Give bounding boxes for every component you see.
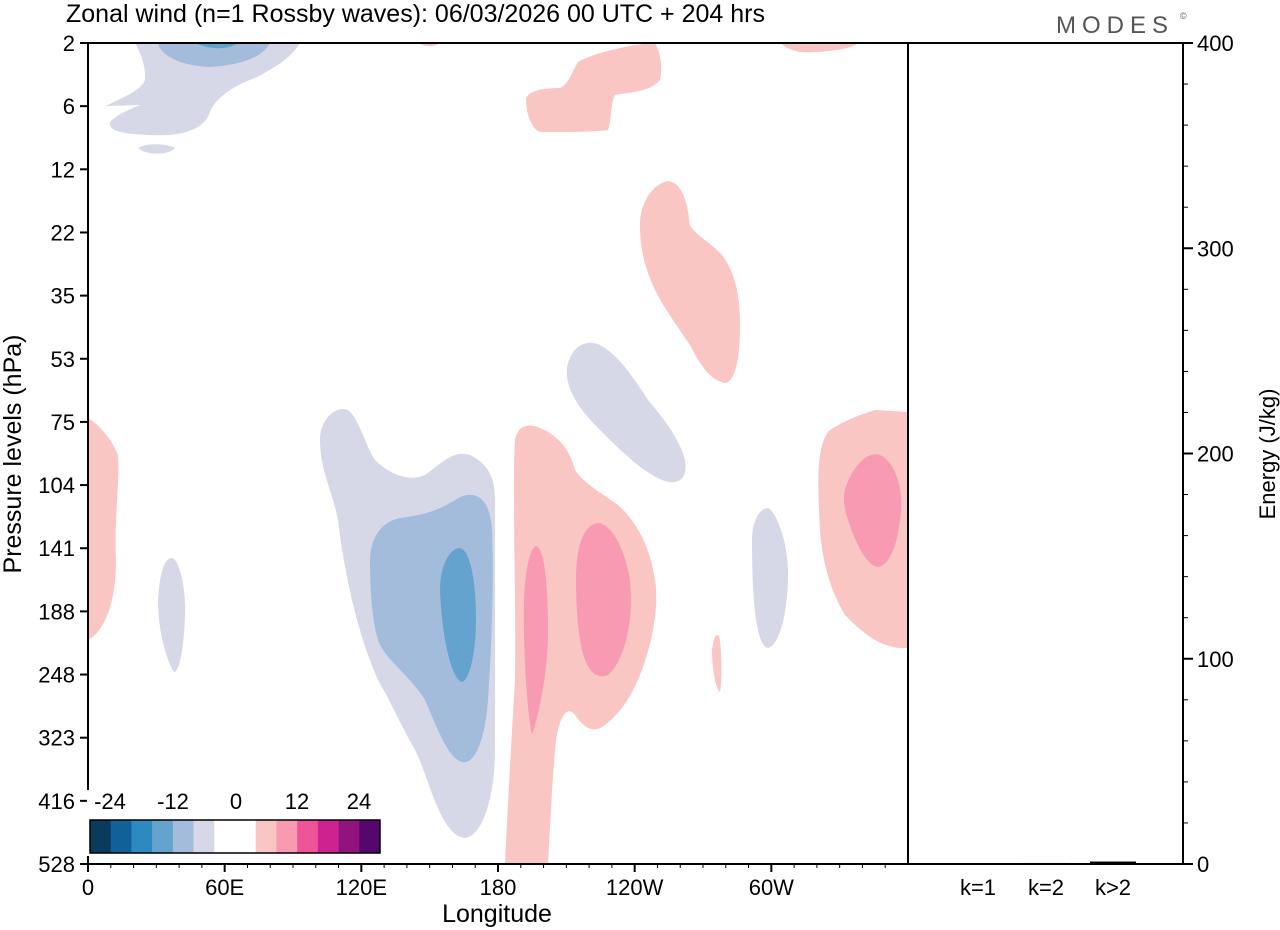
- colorbar-swatch: [317, 820, 339, 853]
- colorbar-label: 0: [230, 789, 242, 814]
- contour-pos12-core: [576, 523, 631, 677]
- y-tick-label: 416: [38, 789, 75, 814]
- colorbar-label: 12: [285, 789, 309, 814]
- colorbar-label: -12: [157, 789, 189, 814]
- colorbar-swatch: [152, 820, 174, 853]
- contour-neg18-core: [440, 548, 476, 682]
- contour-neg-top-left: [106, 43, 300, 136]
- y-tick-label: 53: [51, 347, 75, 372]
- contour-neg18-top: [195, 43, 238, 49]
- modes-logo-mark: ©: [1180, 11, 1187, 21]
- y-tick-label: 323: [38, 726, 75, 751]
- colorbar-swatch: [193, 820, 215, 853]
- y-tick-label: 248: [38, 663, 75, 688]
- y-tick-label: 2: [63, 31, 75, 56]
- y-tick-label: 12: [51, 157, 75, 182]
- x-axis-label: Longitude: [442, 900, 552, 928]
- contour-neg-left-streak: [158, 558, 186, 672]
- y-tick-label: 75: [51, 410, 75, 435]
- colorbar-swatch: [338, 820, 360, 853]
- colorbar-swatch: [172, 820, 194, 853]
- energy-category-label: k=2: [1028, 875, 1064, 900]
- contour-pos-top-right: [782, 43, 858, 53]
- colorbar-swatch: [90, 820, 112, 853]
- colorbar-label: 24: [347, 789, 371, 814]
- contour-neg-small-blob: [138, 144, 175, 154]
- energy-tick-label: 100: [1197, 647, 1234, 672]
- colorbar-label: -24: [94, 789, 126, 814]
- contour-pos-main: [505, 425, 657, 864]
- x-tick-label: 60E: [205, 875, 244, 900]
- energy-bar: [1023, 862, 1069, 864]
- energy-tick-label: 300: [1197, 236, 1234, 261]
- contour-pos-upper-band: [640, 181, 740, 383]
- colorbar-swatch: [255, 820, 277, 853]
- y-tick-label: 22: [51, 220, 75, 245]
- energy-bars: k=1 k=2 k>2: [955, 861, 1136, 900]
- energy-bar: [1090, 861, 1136, 864]
- energy-bar: [955, 863, 1001, 864]
- energy-axis-label: Energy (J/kg): [1255, 389, 1280, 520]
- colorbar-swatch: [297, 820, 319, 853]
- contour-pos-thin-streak: [712, 634, 722, 692]
- contour-plot: [88, 43, 908, 864]
- x-tick-label: 60W: [749, 875, 794, 900]
- contour-neg-mid-band: [566, 342, 686, 483]
- y-tick-label: 104: [38, 473, 75, 498]
- colorbar-swatch: [276, 820, 298, 853]
- y-tick-label: 141: [38, 536, 75, 561]
- longitude-axis: 0 60E 120E 180 120W 60W: [82, 864, 886, 900]
- colorbar-swatch: [131, 820, 153, 853]
- y-tick-label: 188: [38, 599, 75, 624]
- y-tick-label: 528: [38, 852, 75, 877]
- x-tick-label: 120E: [336, 875, 387, 900]
- colorbar: -24 -12 0 12 24: [87, 789, 383, 856]
- energy-category-label: k>2: [1095, 875, 1131, 900]
- modes-logo: MODES: [1056, 12, 1174, 39]
- chart-title: Zonal wind (n=1 Rossby waves): 06/03/202…: [66, 0, 765, 28]
- contour-pos12-right: [844, 454, 902, 567]
- energy-category-label: k=1: [960, 875, 996, 900]
- x-tick-label: 0: [82, 875, 94, 900]
- contour-pos-left-edge: [88, 418, 119, 640]
- colorbar-swatch: [359, 820, 381, 853]
- colorbar-swatch: [110, 820, 132, 853]
- contour-neg12-top: [158, 43, 270, 67]
- x-tick-label: 180: [480, 875, 517, 900]
- energy-tick-label: 0: [1197, 852, 1209, 877]
- energy-axis: 0 100 200 300 400: [1183, 31, 1234, 877]
- y-tick-label: 35: [51, 284, 75, 309]
- energy-tick-label: 200: [1197, 442, 1234, 467]
- contour-pos12-streak: [523, 546, 548, 735]
- contour-pos-top-mid: [526, 43, 662, 132]
- pressure-axis: 2 6 12 22 35 53 75 104 141 188 248 323 416 528: [38, 31, 88, 877]
- energy-tick-label: 400: [1197, 31, 1234, 56]
- colorbar-border: [89, 819, 381, 854]
- contour-neg-right-streak: [752, 508, 788, 648]
- colorbar-swatch: [214, 820, 236, 853]
- y-tick-label: 6: [63, 94, 75, 119]
- y-axis-label: Pressure levels (hPa): [0, 335, 27, 574]
- colorbar-swatch: [235, 820, 257, 853]
- x-tick-label: 120W: [606, 875, 664, 900]
